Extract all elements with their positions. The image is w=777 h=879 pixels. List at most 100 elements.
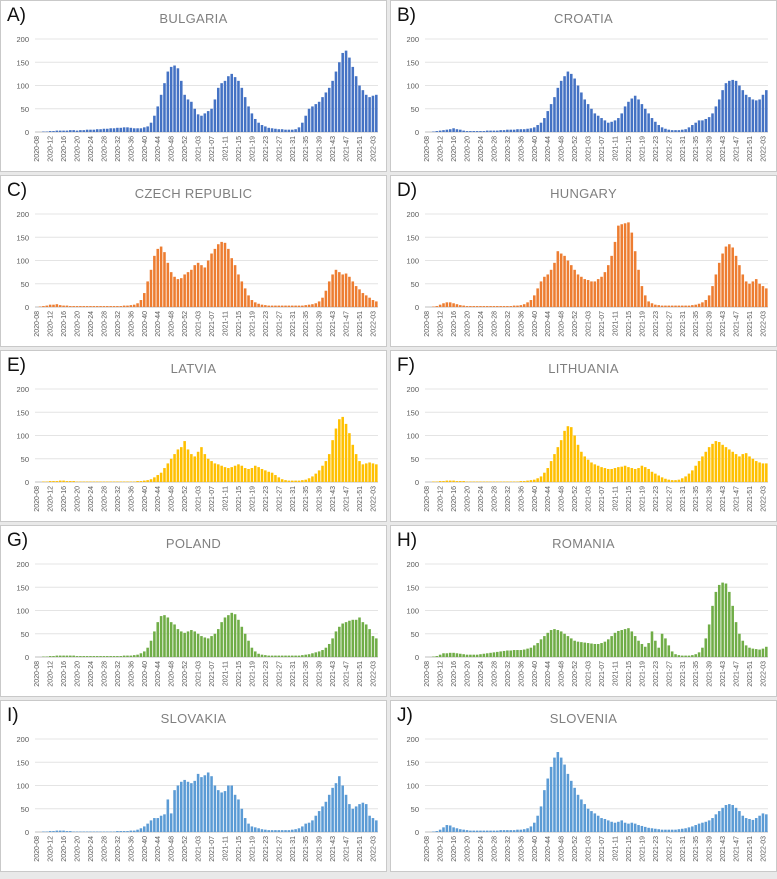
bar xyxy=(196,773,200,833)
bar xyxy=(704,821,708,832)
x-tick-label: 2020-28 xyxy=(101,661,108,687)
bar xyxy=(146,823,149,832)
bar xyxy=(368,297,371,307)
x-tick-label: 2020-44 xyxy=(545,486,552,512)
bar xyxy=(627,628,630,657)
x-tick-label: 2020-28 xyxy=(491,136,498,162)
x-tick-label: 2021-43 xyxy=(720,311,727,337)
bar xyxy=(371,463,375,482)
bar xyxy=(647,643,650,657)
bar xyxy=(169,813,173,832)
x-tick-label: 2020-28 xyxy=(491,661,498,687)
bar xyxy=(143,293,146,307)
bar xyxy=(711,113,714,132)
x-tick-label: 2020-16 xyxy=(61,311,68,337)
bar xyxy=(62,305,65,307)
bar xyxy=(361,464,365,482)
bar xyxy=(351,444,355,482)
x-tick-label: 2021-19 xyxy=(639,136,646,162)
bar xyxy=(156,248,160,308)
bar xyxy=(136,654,139,657)
bar xyxy=(751,819,755,832)
bar xyxy=(146,480,149,482)
bar xyxy=(176,785,180,832)
bar xyxy=(516,650,519,657)
bar xyxy=(704,638,708,657)
bar xyxy=(240,808,244,832)
bar xyxy=(694,465,697,482)
bar xyxy=(280,479,284,482)
bar xyxy=(765,646,768,657)
bar xyxy=(704,300,708,307)
x-tick-label: 2021-15 xyxy=(626,311,633,337)
bar xyxy=(445,480,449,482)
bar xyxy=(499,830,502,832)
x-tick-label: 2021-51 xyxy=(357,136,364,162)
bar xyxy=(159,94,163,132)
y-tick-label: 50 xyxy=(411,805,419,814)
bar xyxy=(163,83,166,132)
x-tick-label: 2021-07 xyxy=(599,486,606,512)
bar xyxy=(630,232,634,307)
x-tick-label: 2020-48 xyxy=(559,136,566,162)
bar xyxy=(691,826,694,832)
bar xyxy=(717,584,721,657)
x-tick-label: 2020-12 xyxy=(438,486,445,512)
bar xyxy=(163,615,166,657)
y-tick-label: 150 xyxy=(16,583,29,592)
bar xyxy=(751,281,755,307)
x-tick-label: 2021-27 xyxy=(666,311,673,337)
bar xyxy=(176,279,180,307)
panel-letter: C) xyxy=(7,180,28,201)
bar xyxy=(462,130,465,132)
bar xyxy=(576,794,580,832)
bar xyxy=(290,305,294,307)
bar xyxy=(512,129,516,132)
bar xyxy=(580,799,583,832)
bar xyxy=(529,480,533,482)
bar-chart: 0 50 100 150 200 2020-08 2020-12 2020-16 2020-20… xyxy=(406,735,768,862)
bar xyxy=(711,443,714,482)
x-tick-label: 2020-16 xyxy=(61,661,68,687)
bar xyxy=(687,305,691,307)
x-tick-label: 2020-36 xyxy=(128,836,135,862)
bar xyxy=(132,655,136,657)
x-tick-label: 2021-11 xyxy=(223,661,230,686)
bar xyxy=(183,94,186,132)
x-tick-label: 2020-32 xyxy=(505,661,512,687)
bar xyxy=(284,480,287,482)
bar xyxy=(576,274,580,307)
panel-letter: B) xyxy=(397,5,416,26)
x-tick-label: 2020-28 xyxy=(101,836,108,862)
bar xyxy=(496,830,499,832)
bar xyxy=(253,465,257,482)
bar xyxy=(485,653,489,657)
bar xyxy=(754,279,758,307)
bar xyxy=(576,85,580,132)
bar xyxy=(126,305,129,307)
x-tick-label: 2020-48 xyxy=(559,486,566,512)
bar xyxy=(153,818,156,832)
bar xyxy=(711,818,714,832)
bar xyxy=(213,633,217,657)
x-tick-label: 2020-40 xyxy=(142,661,149,687)
x-tick-label: 2021-43 xyxy=(330,836,337,862)
bar xyxy=(371,95,375,132)
bar xyxy=(79,306,82,307)
bar xyxy=(765,814,768,832)
bar xyxy=(586,808,590,832)
bar xyxy=(180,631,183,657)
bar xyxy=(701,120,704,133)
bar xyxy=(758,649,761,657)
bar xyxy=(338,272,341,308)
y-tick-label: 200 xyxy=(16,35,29,44)
bar xyxy=(543,276,546,307)
y-tick-label: 150 xyxy=(16,408,29,417)
bar xyxy=(348,620,351,657)
y-tick-label: 100 xyxy=(406,82,419,91)
bar xyxy=(734,80,738,132)
bar xyxy=(109,306,112,307)
x-tick-label: 2020-16 xyxy=(451,311,458,337)
bar xyxy=(371,636,375,657)
bar xyxy=(714,814,718,832)
